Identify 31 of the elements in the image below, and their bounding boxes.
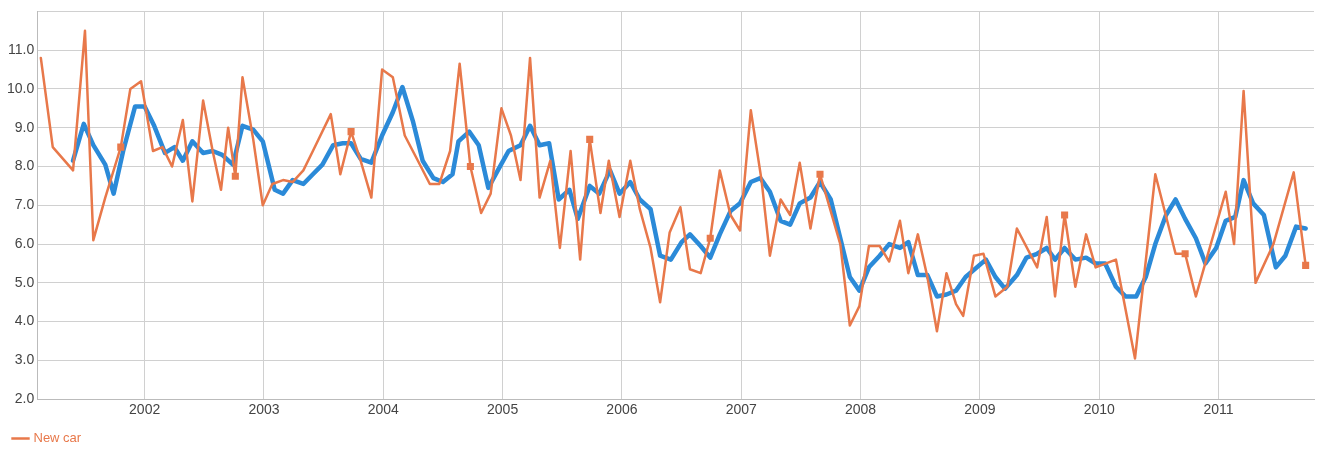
y-tick-label: 2.0 (14, 390, 35, 407)
point (1061, 211, 1069, 219)
point (117, 143, 125, 151)
point (706, 234, 714, 242)
y-tick-label: 10.0 (7, 79, 35, 96)
y-tick-label: 11.0 (8, 41, 35, 58)
point (231, 172, 239, 180)
x-tick-label: 2011 (1203, 401, 1234, 418)
y-tick-label: 6.0 (14, 234, 35, 251)
x-tick-label: 2009 (964, 401, 996, 418)
y-tick-label: 5.0 (14, 273, 35, 290)
point (1181, 250, 1189, 258)
x-tick-label: 2010 (1083, 401, 1115, 418)
y-tick-label: 8.0 (14, 157, 35, 174)
x-tick-label: 2004 (367, 401, 400, 418)
y-tick-label: 9.0 (14, 118, 35, 135)
y-tick-label: 3.0 (14, 351, 35, 368)
x-tick-label: 2005 (487, 401, 519, 418)
x-tick-label: 2008 (845, 401, 877, 418)
point (586, 135, 594, 143)
legend-label: New car (33, 430, 82, 446)
point (816, 170, 824, 178)
x-tick-label: 2003 (248, 401, 280, 418)
x-tick-label: 2006 (606, 401, 638, 418)
point (1302, 261, 1310, 269)
x-tick-label: 2002 (129, 401, 161, 418)
point (347, 128, 355, 136)
y-tick-label: 4.0 (14, 312, 35, 329)
y-tick-label: 7.0 (14, 196, 35, 213)
x-tick-label: 2007 (725, 401, 758, 418)
point (466, 162, 474, 171)
